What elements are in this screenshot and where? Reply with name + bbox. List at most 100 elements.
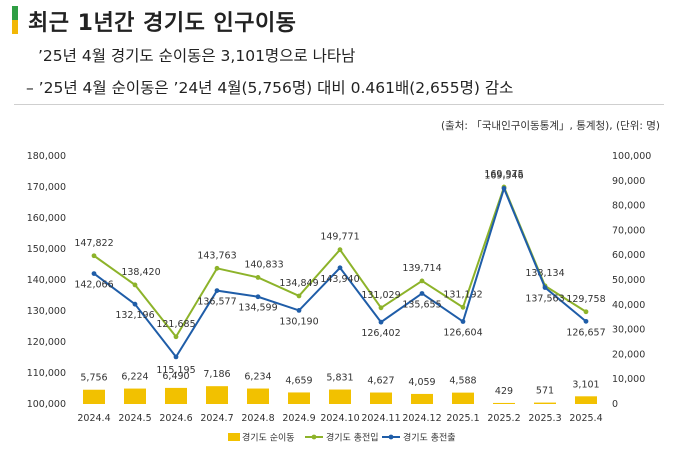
inflow-point [255, 275, 261, 280]
x-axis-category-label: 2025.2 [487, 413, 520, 424]
outflow-data-label: 132,196 [115, 310, 154, 321]
outflow-data-label: 169,546 [484, 170, 523, 181]
outflow-point [583, 318, 589, 324]
inflow-data-label: 134,849 [279, 278, 318, 289]
header-divider [14, 104, 664, 105]
inflow-point [583, 309, 589, 315]
net-migration-bar [411, 393, 433, 404]
inflow-data-label: 121,685 [156, 319, 195, 330]
inflow-data-label: 131,192 [443, 289, 482, 300]
x-axis-category-label: 2024.5 [118, 413, 151, 424]
inflow-point [296, 293, 302, 299]
right-axis-tick-label: 40,000 [612, 300, 645, 311]
net-migration-bar-label: 4,059 [408, 377, 435, 388]
page-title: 최근 1년간 경기도 인구이동 [28, 11, 297, 36]
inflow-point [132, 282, 138, 288]
inflow-data-label: 138,134 [525, 268, 564, 279]
outflow-data-label: 135,655 [402, 299, 441, 310]
source-note: (출처: 「국내인구이동통계」, 통계청), (단위: 명) [440, 120, 660, 132]
right-axis-tick-label: 30,000 [612, 325, 645, 336]
inflow-data-label: 149,771 [320, 232, 359, 243]
net-migration-bar [452, 392, 474, 404]
outflow-data-label: 130,190 [279, 316, 318, 327]
right-axis-tick-label: 0 [612, 399, 618, 410]
inflow-point [378, 305, 384, 311]
net-migration-bar [165, 387, 187, 404]
net-migration-bar-label: 4,588 [449, 376, 476, 387]
outflow-point [460, 319, 466, 324]
outflow-point [378, 319, 384, 325]
net-migration-bar [124, 388, 146, 404]
net-migration-bar [288, 392, 310, 404]
inflow-data-label: 169,975 [484, 169, 523, 180]
right-axis-tick-label: 100,000 [612, 151, 651, 162]
x-axis-category-label: 2025.3 [528, 413, 561, 424]
outflow-point [501, 186, 507, 191]
x-axis-category-label: 2024.9 [282, 413, 315, 424]
x-axis-category-label: 2024.11 [361, 413, 400, 424]
inflow-data-label: 143,763 [197, 250, 236, 261]
outflow-point [132, 301, 138, 307]
net-migration-bar [370, 392, 392, 404]
outflow-line [93, 185, 587, 359]
legend-label-outflow: 경기도 총전출 [403, 432, 456, 444]
x-axis-category-label: 2025.1 [446, 413, 479, 424]
net-migration-bar-label: 6,224 [121, 372, 148, 383]
inflow-data-label: 129,758 [566, 294, 605, 305]
inflow-point [91, 253, 97, 259]
outflow-point [337, 265, 343, 271]
net-migration-bar [493, 402, 515, 404]
x-axis-category-label: 2024.6 [159, 413, 192, 424]
outflow-point [91, 271, 97, 276]
title-accent-green [12, 6, 18, 20]
net-migration-bar [534, 402, 556, 404]
legend-marker-outflow [388, 434, 394, 440]
legend-label-net-migration: 경기도 순이동 [242, 432, 295, 444]
legend-marker-inflow [311, 434, 317, 440]
x-axis-category-label: 2024.8 [241, 413, 274, 424]
outflow-data-label: 134,599 [238, 303, 277, 314]
inflow-point [173, 334, 179, 340]
outflow-data-label: 126,402 [361, 328, 400, 339]
net-migration-bar-label: 5,831 [326, 373, 353, 384]
net-migration-bar-label: 7,186 [203, 369, 230, 380]
inflow-data-label: 139,714 [402, 263, 441, 274]
net-migration-bar-label: 5,756 [80, 373, 107, 384]
right-axis-tick-label: 60,000 [612, 250, 645, 261]
net-migration-bar-label: 6,234 [244, 372, 271, 383]
net-migration-bar-label: 571 [536, 386, 554, 397]
x-axis-category-label: 2025.4 [569, 413, 602, 424]
left-axis-tick-label: 130,000 [27, 306, 66, 317]
outflow-data-label: 142,066 [74, 280, 113, 291]
right-axis-tick-label: 10,000 [612, 374, 645, 385]
right-axis-tick-label: 80,000 [612, 201, 645, 212]
inflow-point [460, 304, 466, 310]
legend-swatch-net-migration [228, 433, 240, 441]
net-migration-bar-label: 4,659 [285, 375, 312, 386]
net-migration-bar [83, 389, 105, 404]
right-axis-tick-label: 70,000 [612, 225, 645, 236]
outflow-data-label: 137,563 [525, 294, 564, 305]
outflow-point [173, 354, 179, 360]
outflow-data-label: 143,940 [320, 274, 359, 285]
net-migration-bar-label: 4,627 [367, 376, 394, 387]
x-axis-category-label: 2024.10 [320, 413, 359, 424]
net-migration-bar [329, 389, 351, 404]
inflow-data-label: 138,420 [121, 267, 160, 278]
net-migration-bar [575, 396, 597, 404]
net-migration-bar-label: 6,490 [162, 371, 189, 382]
inflow-data-label: 147,822 [74, 238, 113, 249]
legend-label-inflow: 경기도 총전입 [326, 432, 379, 444]
summary-line-1: ’25년 4월 경기도 순이동은 3,101명으로 나타남 [38, 47, 356, 65]
inflow-point [337, 247, 343, 253]
outflow-point [255, 294, 261, 300]
right-axis-tick-label: 50,000 [612, 275, 645, 286]
inflow-point [419, 278, 425, 284]
outflow-point [214, 288, 220, 294]
inflow-data-label: 131,029 [361, 290, 400, 301]
outflow-data-label: 115,195 [156, 365, 195, 376]
right-axis-tick-label: 20,000 [612, 349, 645, 360]
x-axis-category-label: 2024.4 [77, 413, 110, 424]
left-axis-tick-label: 170,000 [27, 182, 66, 193]
